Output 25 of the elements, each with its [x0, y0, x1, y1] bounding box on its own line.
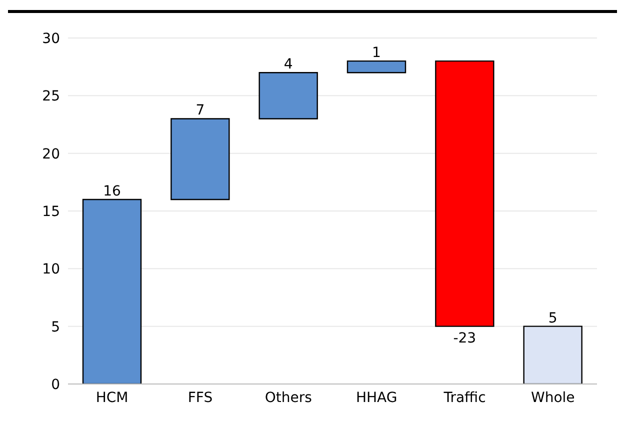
bar	[346, 60, 406, 74]
y-tick-label: 10	[42, 262, 60, 278]
data-label: 5	[548, 310, 558, 326]
x-tick-label: Others	[264, 390, 312, 406]
x-tick-label: FFS	[188, 390, 213, 406]
data-label: 1	[372, 45, 381, 62]
y-tick-label: 30	[42, 30, 60, 47]
data-label: -23	[453, 330, 476, 346]
bar	[435, 60, 494, 327]
x-tick-label: Whole	[531, 390, 575, 406]
bar	[170, 118, 230, 200]
data-label: 16	[103, 183, 121, 200]
x-tick-label: Traffic	[442, 390, 486, 406]
y-tick-label: 0	[51, 376, 60, 393]
bar	[258, 72, 318, 120]
x-tick-label: HHAG	[356, 390, 398, 406]
y-tick-label: 25	[42, 88, 60, 105]
bar	[82, 198, 142, 384]
y-tick-label: 15	[42, 204, 60, 220]
data-label: 7	[196, 102, 205, 119]
y-tick-label: 5	[51, 319, 60, 336]
x-tick-label: HCM	[96, 390, 128, 406]
data-label: 4	[284, 56, 293, 73]
bar	[523, 326, 582, 384]
y-tick-label: 20	[42, 146, 60, 162]
